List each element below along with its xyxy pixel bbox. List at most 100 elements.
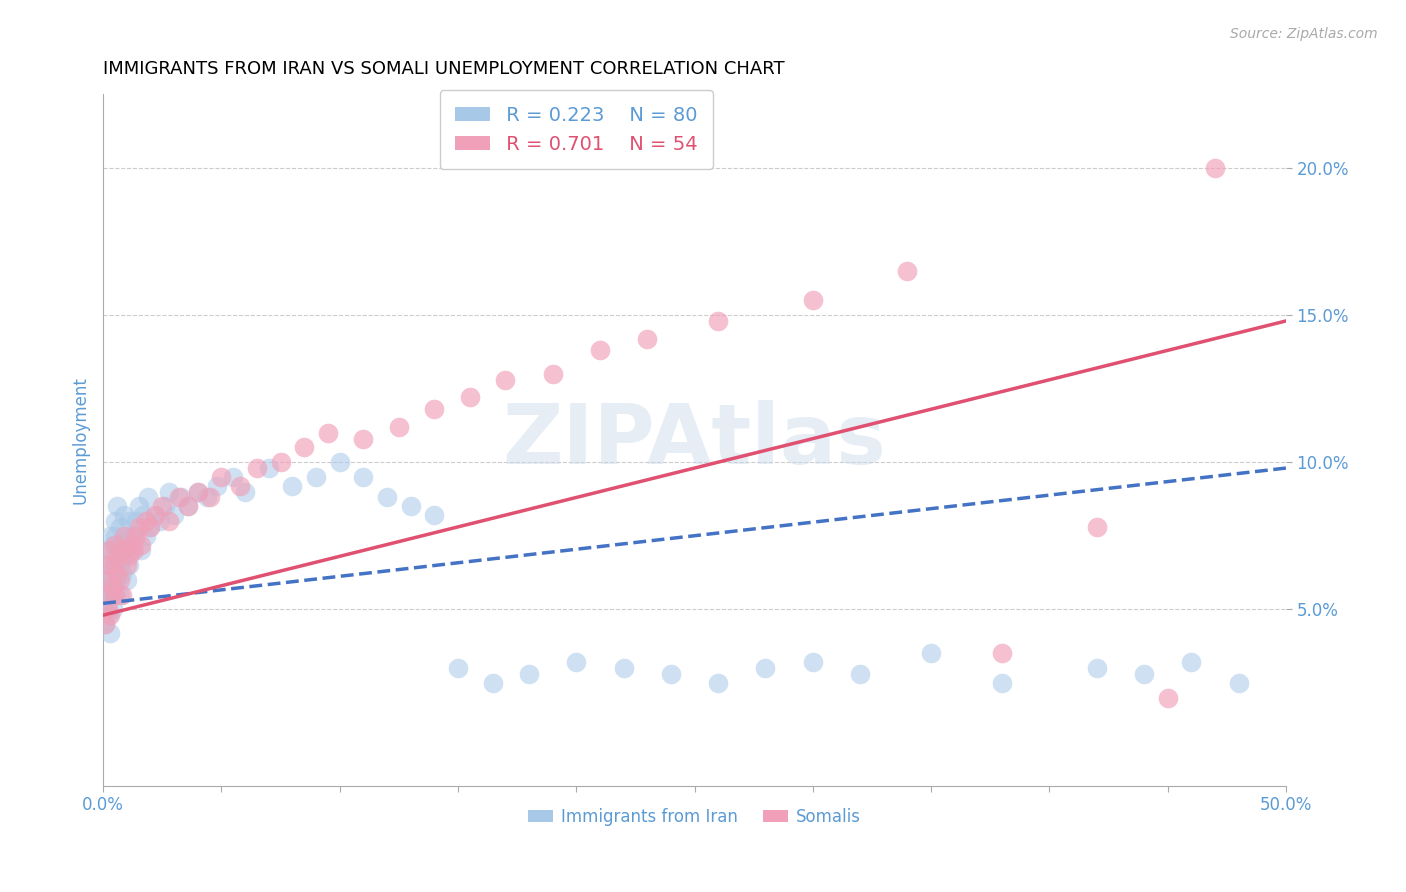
Point [246, 461, 269, 475]
Point [98, 625, 121, 640]
Point [115, 558, 138, 573]
Point [612, 661, 634, 675]
Point [801, 655, 824, 669]
Point [118, 558, 141, 573]
Point [1156, 690, 1178, 705]
Point [423, 402, 446, 417]
Point [399, 500, 422, 514]
Point [98, 588, 121, 602]
Point [589, 343, 612, 358]
Point [94, 573, 117, 587]
Point [112, 529, 135, 543]
Point [229, 479, 252, 493]
Point [896, 264, 918, 278]
Point [132, 508, 155, 522]
Point [136, 491, 159, 505]
Point [125, 514, 148, 528]
Point [104, 537, 127, 551]
Point [101, 558, 124, 573]
Point [187, 484, 209, 499]
Point [108, 520, 131, 534]
Point [94, 617, 117, 632]
Point [153, 500, 176, 514]
Point [163, 508, 186, 522]
Point [101, 537, 124, 551]
Point [108, 588, 131, 602]
Point [281, 479, 304, 493]
Point [98, 588, 121, 602]
Point [128, 500, 150, 514]
Point [149, 514, 172, 528]
Point [157, 514, 180, 528]
Text: Source: ZipAtlas.com: Source: ZipAtlas.com [1230, 27, 1378, 41]
Point [233, 484, 256, 499]
Point [108, 558, 131, 573]
Point [352, 470, 374, 484]
Point [157, 484, 180, 499]
Point [97, 579, 120, 593]
Point [541, 367, 564, 381]
Point [458, 391, 481, 405]
Point [118, 514, 141, 528]
Legend: Immigrants from Iran, Somalis: Immigrants from Iran, Somalis [522, 801, 868, 833]
Point [118, 549, 141, 564]
Point [292, 441, 315, 455]
Y-axis label: Unemployment: Unemployment [72, 376, 89, 504]
Point [94, 617, 117, 632]
Point [375, 491, 398, 505]
Point [1180, 655, 1202, 669]
Point [801, 293, 824, 308]
Point [105, 549, 128, 564]
Point [205, 479, 228, 493]
Point [1227, 675, 1250, 690]
Point [111, 543, 134, 558]
Point [849, 667, 872, 681]
Point [101, 602, 124, 616]
Point [636, 332, 658, 346]
Point [707, 675, 730, 690]
Point [316, 425, 339, 440]
Point [143, 508, 166, 522]
Point [129, 543, 152, 558]
Point [447, 661, 470, 675]
Point [170, 491, 193, 505]
Point [101, 549, 124, 564]
Point [187, 484, 209, 499]
Point [222, 470, 245, 484]
Point [97, 602, 120, 616]
Point [112, 549, 135, 564]
Point [1085, 520, 1108, 534]
Point [128, 520, 150, 534]
Point [388, 420, 411, 434]
Point [122, 529, 145, 543]
Point [94, 602, 117, 616]
Point [305, 470, 328, 484]
Point [101, 579, 124, 593]
Text: IMMIGRANTS FROM IRAN VS SOMALI UNEMPLOYMENT CORRELATION CHART: IMMIGRANTS FROM IRAN VS SOMALI UNEMPLOYM… [103, 60, 785, 78]
Point [1133, 667, 1156, 681]
Point [97, 608, 120, 623]
Point [517, 667, 540, 681]
Point [257, 461, 280, 475]
Point [112, 508, 135, 522]
Point [121, 543, 143, 558]
Point [98, 608, 121, 623]
Point [565, 655, 588, 669]
Point [270, 455, 292, 469]
Point [98, 543, 121, 558]
Point [98, 566, 121, 581]
Point [1204, 161, 1226, 175]
Point [105, 500, 128, 514]
Point [329, 455, 352, 469]
Point [129, 537, 152, 551]
Point [94, 588, 117, 602]
Point [707, 314, 730, 328]
Point [754, 661, 776, 675]
Point [135, 514, 157, 528]
Point [104, 588, 127, 602]
Point [101, 579, 124, 593]
Point [177, 500, 200, 514]
Point [97, 596, 120, 610]
Point [104, 558, 127, 573]
Point [111, 537, 134, 551]
